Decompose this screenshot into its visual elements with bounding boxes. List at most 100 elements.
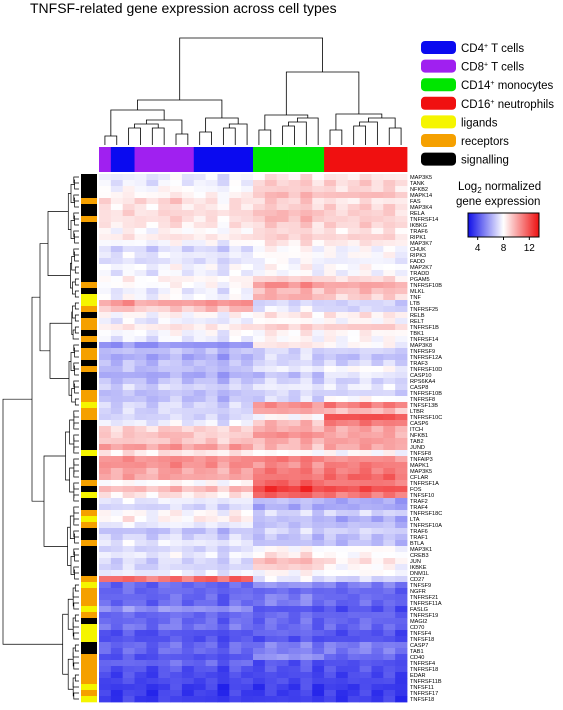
heatmap-cell — [312, 498, 325, 505]
heatmap-cell — [229, 246, 242, 253]
heatmap-cell — [264, 318, 278, 325]
heatmap-cell — [312, 180, 325, 187]
row-annotation-cell — [81, 420, 97, 427]
heatmap-cell — [359, 186, 372, 193]
heatmap-cell — [229, 456, 242, 463]
heatmap-cell — [181, 606, 195, 613]
heatmap-cell — [324, 570, 337, 577]
heatmap-cell — [158, 498, 171, 505]
heatmap-cell — [253, 552, 266, 559]
heatmap-cell — [205, 258, 218, 265]
heatmap-cell — [371, 348, 384, 355]
heatmap-cell — [383, 612, 396, 619]
heatmap-cell — [158, 246, 171, 253]
heatmap-cell — [122, 462, 135, 469]
heatmap-cell — [134, 198, 147, 205]
heatmap-cell — [241, 594, 254, 601]
heatmap-cell — [99, 210, 112, 217]
heatmap-cell — [241, 522, 254, 529]
heatmap-cell — [181, 474, 195, 481]
heatmap-cell — [264, 498, 278, 505]
heatmap-cell — [241, 210, 254, 217]
column-dendrogram — [104, 37, 402, 145]
heatmap-cell — [110, 624, 124, 631]
heatmap-cell — [217, 540, 230, 547]
heatmap-cell — [158, 312, 171, 319]
gene-label: FAS — [410, 199, 421, 205]
heatmap-cell — [146, 324, 159, 331]
heatmap-cell — [217, 618, 230, 625]
gene-label: MAPK1 — [410, 463, 429, 469]
heatmap-cell — [264, 270, 278, 277]
heatmap-cell — [276, 684, 289, 691]
heatmap-cell — [99, 552, 112, 559]
heatmap-cell — [276, 270, 289, 277]
heatmap-cell — [229, 186, 242, 193]
heatmap-cell — [146, 468, 159, 475]
heatmap-cell — [241, 588, 254, 595]
heatmap-cell — [359, 420, 372, 427]
heatmap-cell — [288, 504, 301, 511]
heatmap-cell — [110, 180, 124, 187]
heatmap-cell — [371, 378, 384, 385]
heatmap-cell — [253, 366, 266, 373]
heatmap-cell — [99, 318, 112, 325]
heatmap-cell — [383, 420, 396, 427]
heatmap-cell — [146, 492, 159, 499]
gene-label: MAP3K8 — [410, 343, 432, 349]
heatmap-cell — [359, 528, 372, 535]
heatmap-cell — [288, 648, 301, 655]
heatmap-cell — [217, 330, 230, 337]
legend-label-cd14: CD14+ monocytes — [461, 80, 554, 92]
heatmap-cell — [395, 570, 408, 577]
heatmap-cell — [241, 330, 254, 337]
heatmap-cell — [300, 456, 313, 463]
heatmap-cell — [359, 282, 372, 289]
heatmap-cell — [383, 648, 396, 655]
heatmap-cell — [99, 462, 112, 469]
heatmap-cell — [134, 462, 147, 469]
heatmap-cell — [359, 438, 372, 445]
heatmap-cell — [110, 474, 124, 481]
heatmap-cell — [383, 570, 396, 577]
heatmap-cell — [371, 624, 384, 631]
heatmap-cell — [229, 594, 242, 601]
heatmap-cell — [205, 228, 218, 235]
heatmap-cell — [383, 336, 396, 343]
heatmap-cell — [276, 690, 289, 697]
heatmap-cell — [205, 366, 218, 373]
heatmap-cell — [99, 402, 112, 409]
heatmap-cell — [158, 258, 171, 265]
heatmap-cell — [146, 564, 159, 571]
heatmap-cell — [193, 486, 207, 493]
heatmap-cell — [217, 258, 230, 265]
heatmap-cell — [241, 234, 254, 241]
gene-label: TNFRSF9 — [410, 349, 435, 355]
heatmap-cell — [395, 258, 408, 265]
row-dendrogram-branch — [73, 470, 79, 478]
heatmap-cell — [110, 564, 124, 571]
heatmap-cell — [134, 474, 147, 481]
heatmap-cell — [134, 210, 147, 217]
heatmap-cell — [300, 462, 313, 469]
heatmap-cell — [253, 414, 266, 421]
heatmap-cell — [122, 192, 135, 199]
gene-label: TNFSF18 — [410, 697, 434, 703]
heatmap-cell — [170, 588, 183, 595]
heatmap-cell — [395, 684, 408, 691]
heatmap-cell — [359, 450, 372, 457]
heatmap-cell — [395, 378, 408, 385]
heatmap-cell — [193, 210, 207, 217]
heatmap-cell — [253, 246, 266, 253]
row-annotation-cell — [81, 192, 97, 199]
heatmap-cell — [312, 246, 325, 253]
heatmap-cell — [217, 672, 230, 679]
heatmap-cell — [110, 480, 124, 487]
heatmap-cell — [371, 642, 384, 649]
heatmap-cell — [229, 300, 242, 307]
heatmap-cell — [146, 522, 159, 529]
heatmap-cell — [288, 576, 301, 583]
heatmap-cell — [288, 396, 301, 403]
heatmap-cell — [324, 504, 337, 511]
